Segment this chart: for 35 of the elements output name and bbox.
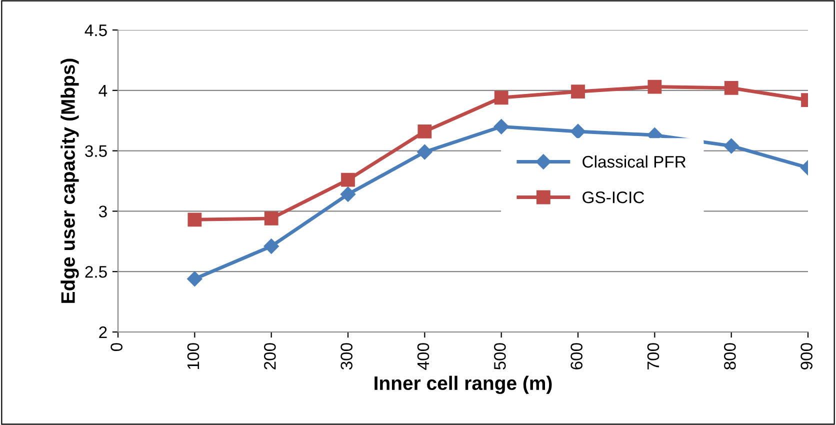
point: [571, 84, 585, 99]
x-tick-label: 800: [724, 343, 736, 370]
x-tick-label: 900: [800, 343, 812, 370]
y-tick-label: 3: [98, 206, 107, 218]
point: [264, 212, 278, 226]
point: [340, 186, 356, 202]
x-tick-label: 0: [110, 343, 122, 352]
point: [648, 80, 662, 94]
x-tick-label: 500: [494, 343, 506, 370]
legend-label: GS-ICIC: [582, 191, 644, 204]
point: [570, 124, 586, 140]
point: [187, 271, 202, 286]
x-tick-label: 400: [417, 343, 430, 370]
y-tick-label: 3.5: [85, 145, 107, 158]
point: [417, 144, 432, 160]
point: [418, 124, 432, 138]
y-tick-label: 4: [98, 84, 108, 96]
x-tick-label: 600: [570, 343, 582, 370]
x-tick-label: 200: [264, 343, 276, 370]
point: [494, 119, 509, 134]
x-axis-title: Inner cell range (m): [374, 376, 552, 394]
y-axis-title: Edge user capacity (Mbps): [60, 58, 79, 303]
point: [341, 172, 355, 187]
x-tick-label: 300: [340, 343, 352, 370]
legend-label: Classical PFR: [582, 155, 686, 168]
point: [724, 81, 738, 95]
point: [724, 138, 739, 154]
x-tick-label: 100: [187, 343, 200, 369]
y-tick-label: 2.5: [85, 266, 107, 278]
point: [264, 238, 279, 254]
y-tick-label: 4.5: [84, 24, 107, 36]
y-tick-label: 2: [99, 326, 107, 338]
point: [188, 212, 202, 227]
x-tick-label: 700: [647, 343, 660, 370]
point: [494, 90, 508, 105]
